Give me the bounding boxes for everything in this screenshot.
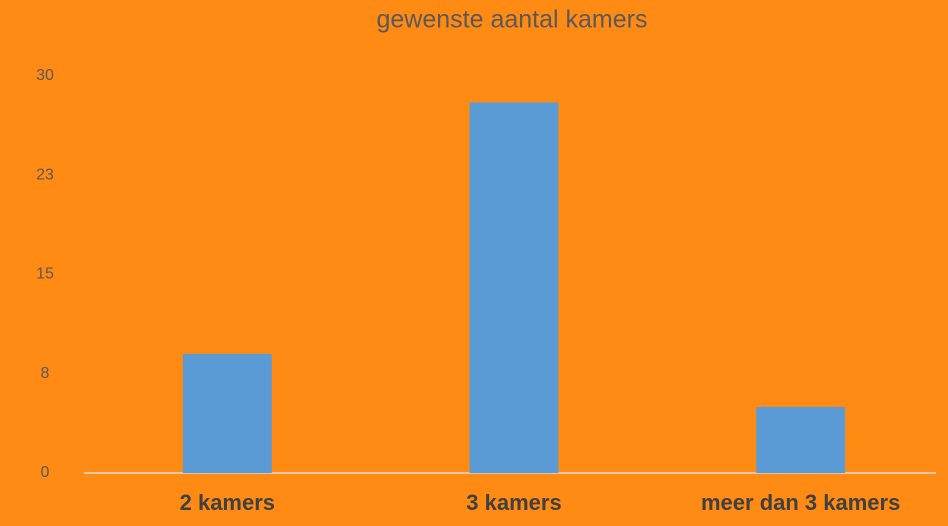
x-tick-label: 2 kamers	[180, 490, 275, 515]
y-tick-label: 30	[36, 67, 54, 84]
x-tick-label: 3 kamers	[466, 490, 561, 515]
bar	[469, 102, 559, 473]
y-tick-label: 15	[36, 266, 54, 283]
y-tick-label: 8	[41, 365, 50, 382]
bar	[756, 406, 846, 473]
chart-title: gewenste aantal kamers	[377, 6, 648, 34]
bar	[182, 353, 272, 473]
y-tick-label: 23	[36, 166, 54, 183]
y-tick-label: 0	[41, 464, 50, 481]
x-tick-label: meer dan 3 kamers	[701, 490, 900, 515]
